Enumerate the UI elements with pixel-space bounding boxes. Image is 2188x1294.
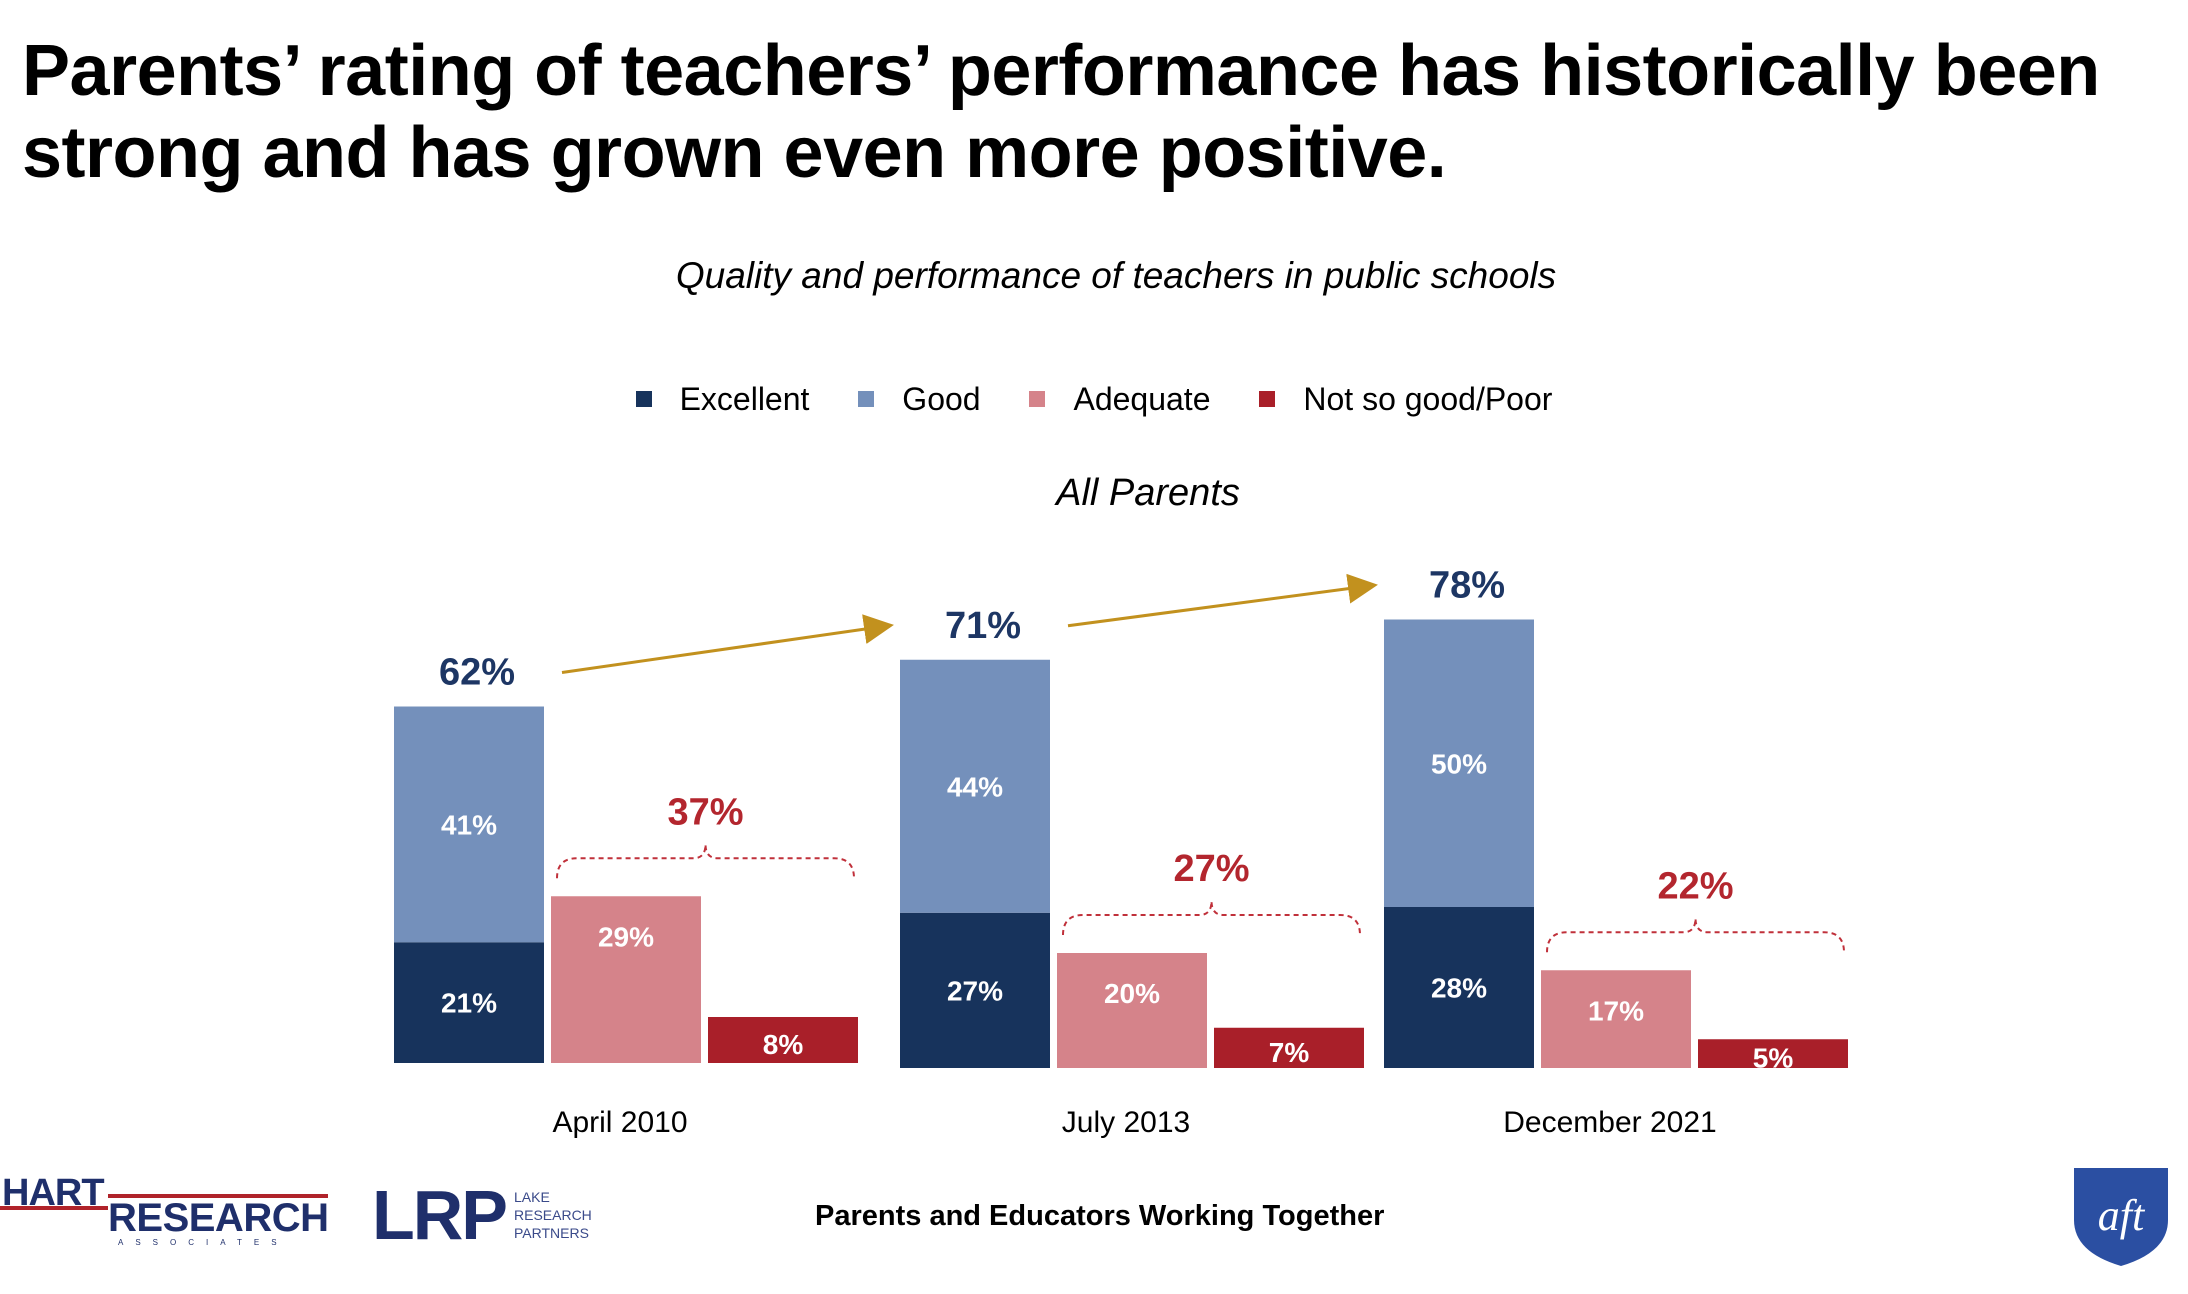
hart-rule-right [108, 1194, 328, 1198]
negative-total-label: 27% [1173, 848, 1249, 890]
bar-poor [1698, 1039, 1848, 1068]
chart-legend: Excellent Good Adequate Not so good/Poor [0, 378, 2188, 418]
negative-total-label: 22% [1657, 865, 1733, 907]
legend-swatch-adequate [1029, 391, 1046, 407]
legend-swatch-excellent [635, 391, 652, 407]
data-label-good: 50% [1431, 748, 1487, 779]
trend-arrow [1067, 573, 1378, 628]
x-axis-category-label: July 2013 [1062, 1106, 1190, 1139]
bar-excellent [1384, 907, 1534, 1068]
bar-adequate [1541, 970, 1691, 1068]
data-label-excellent: 21% [441, 988, 497, 1019]
bar-excellent [394, 942, 544, 1063]
footer-tagline: Parents and Educators Working Together [815, 1200, 1385, 1232]
negative-bracket [556, 844, 855, 879]
data-label-poor: 7% [1269, 1037, 1310, 1068]
data-label-good: 41% [441, 809, 497, 840]
lrp-logo-subtitle: LAKE RESEARCH PARTNERS [514, 1189, 592, 1241]
bar-excellent [900, 912, 1050, 1068]
data-label-excellent: 28% [1431, 973, 1487, 1004]
legend-swatch-good [858, 391, 875, 407]
hart-logo-associates: ASSOCIATES [118, 1238, 289, 1247]
data-label-adequate: 29% [598, 921, 654, 952]
bar-good [1384, 619, 1534, 907]
negative-bracket [1546, 918, 1845, 953]
legend-item-excellent: Excellent [635, 380, 810, 418]
positive-total-label: 62% [439, 652, 515, 694]
data-label-poor: 5% [1753, 1043, 1794, 1074]
legend-item-poor: Not so good/Poor [1259, 381, 1552, 418]
positive-total-label: 78% [1429, 565, 1505, 607]
chart-group-title: All Parents [1056, 472, 1240, 514]
bar-adequate [1057, 953, 1207, 1068]
legend-item-good: Good [858, 380, 981, 418]
negative-total-label: 37% [667, 791, 743, 833]
bar-adequate [551, 896, 701, 1063]
data-label-good: 44% [947, 771, 1003, 802]
x-axis-category-label: December 2021 [1503, 1106, 1716, 1139]
bar-poor [708, 1017, 858, 1063]
legend-label-poor: Not so good/Poor [1303, 380, 1553, 417]
aft-logo-text: aft [2098, 1191, 2146, 1240]
hart-logo-word: HART [2, 1172, 105, 1214]
lrp-logo-mark: LRP [372, 1176, 508, 1254]
legend-label-adequate: Adequate [1073, 380, 1211, 417]
legend-label-good: Good [902, 380, 981, 417]
bar-poor [1214, 1027, 1364, 1068]
x-axis-category-label: April 2010 [552, 1106, 687, 1139]
bar-good [394, 706, 544, 943]
legend-item-adequate: Adequate [1029, 381, 1210, 418]
hart-research-logo: HART RESEARCH ASSOCIATES [0, 1172, 330, 1252]
data-label-excellent: 27% [947, 975, 1003, 1006]
hart-logo-research: RESEARCH [108, 1196, 329, 1240]
positive-total-label: 71% [945, 605, 1021, 647]
chart-title: Quality and performance of teachers in p… [675, 255, 1557, 296]
legend-swatch-poor [1259, 391, 1276, 407]
aft-logo: aft [2074, 1168, 2168, 1266]
bar-good [900, 659, 1050, 913]
legend-label-excellent: Excellent [679, 380, 810, 417]
data-label-adequate: 20% [1104, 978, 1160, 1009]
data-label-adequate: 17% [1588, 995, 1644, 1026]
lrp-logo: LRP LAKE RESEARCH PARTNERS [372, 1180, 612, 1250]
headline: Parents’ rating of teachers’ performance… [22, 31, 2100, 193]
data-label-poor: 8% [763, 1029, 804, 1060]
trend-arrow [561, 614, 894, 674]
hart-rule-left [0, 1206, 108, 1210]
negative-bracket [1062, 900, 1361, 936]
